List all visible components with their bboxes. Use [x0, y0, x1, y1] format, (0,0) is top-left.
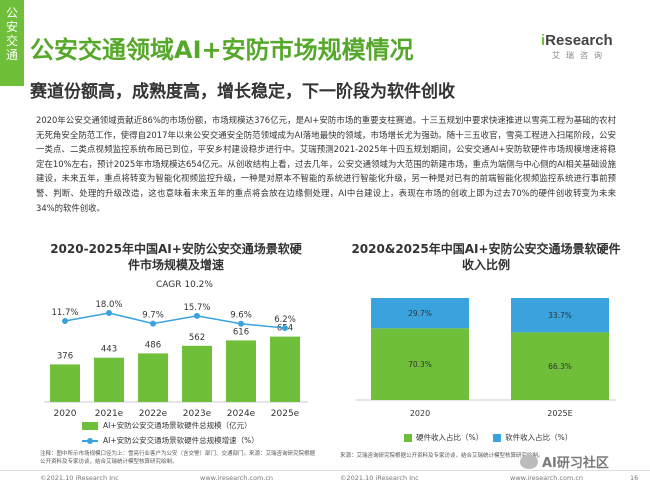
software-value-label: 33.7%	[548, 311, 572, 320]
legend-line-label: AI+安防公安交通场景软硬件总规模增速（%）	[103, 436, 259, 445]
footer-divider	[0, 470, 650, 471]
footer-copyright-left: ©2021.10 iResearch Inc	[40, 474, 119, 482]
logo-prefix: i	[541, 32, 546, 49]
growth-point-2022e	[150, 320, 156, 327]
software-value-label: 29.7%	[408, 309, 432, 318]
growth-point-2020	[62, 318, 68, 325]
x-tick-label: 2025E	[547, 409, 572, 418]
right-chart-title: 2020&2025年中国AI+安防公安交通场景软硬件收入比例	[351, 242, 621, 272]
x-tick-label: 2020	[410, 409, 430, 418]
growth-point-2023e	[194, 312, 200, 319]
right-chart-source: 来源：艾瑞咨询研究院根据公开资料及专家访谈，结合艾瑞统计模型核算研究绘制。	[340, 453, 544, 459]
page-subtitle: 赛道份额高，成熟度高，增长稳定，下一阶段为软件创收	[30, 82, 455, 102]
growth-value-label: 15.7%	[183, 303, 210, 313]
legend-hardware-label: 硬件收入占比（%）	[416, 433, 484, 442]
bar-2021e	[94, 357, 124, 402]
growth-point-2024e	[238, 320, 244, 327]
bar-2022e	[138, 353, 168, 402]
side-tab-char: 通	[5, 48, 18, 62]
wechat-icon	[520, 454, 538, 469]
footer-copyright-right: ©2021.10 iResearch Inc	[340, 474, 419, 482]
side-tab-char: 交	[5, 34, 18, 48]
revenue-ratio-chart: 70.3% 29.7% 2020 66.3% 33.7% 2025E	[356, 298, 616, 418]
watermark-text: AI研习社区	[542, 456, 609, 471]
side-category-tab: 公 安 交 通	[0, 0, 24, 86]
x-tick-label: 2022e	[139, 409, 168, 419]
legend-bar-swatch	[82, 421, 98, 430]
growth-point-2021e	[106, 309, 112, 316]
legend-line-swatch	[82, 437, 98, 445]
left-chart-title: 2020-2025年中国AI+安防公安交通场景软硬件市场规模及增速	[50, 242, 302, 272]
hardware-segment-2025E	[511, 332, 609, 400]
wechat-watermark: AI研习社区	[520, 452, 609, 471]
bar-2024e	[226, 340, 256, 402]
growth-line	[64, 312, 286, 329]
growth-value-label: 18.0%	[95, 300, 122, 310]
bar-value-label: 562	[189, 333, 205, 343]
x-tick-label: 2025e	[271, 409, 300, 419]
x-tick-label: 2021e	[95, 409, 124, 419]
software-segment-2020	[371, 298, 469, 329]
left-chart-legend: AI+安防公安交通场景软硬件总规模（亿元） AI+安防公安交通场景软硬件总规模增…	[82, 420, 259, 450]
bar-value-label: 616	[233, 327, 249, 337]
hardware-segment-2020	[371, 328, 469, 400]
growth-value-label: 6.2%	[274, 315, 296, 325]
bar-2025e	[270, 336, 300, 402]
legend-software-label: 软件收入占比（%）	[505, 433, 573, 442]
legend-hardware-swatch	[404, 433, 412, 442]
x-tick-label: 2024e	[227, 409, 256, 419]
cagr-annotation: CAGR 10.2%	[156, 280, 213, 290]
footer-site-left[interactable]: www.iresearch.com.cn	[200, 474, 274, 482]
logo-main: Research	[545, 32, 613, 49]
analysis-paragraph: 2020年公安交通领域贡献近86%的市场份额，市场规模达376亿元，是AI+安防…	[36, 115, 616, 213]
bar-value-label: 443	[101, 345, 117, 355]
hardware-value-label: 66.3%	[548, 362, 572, 371]
footer-site-right[interactable]: www.iresearch.com.cn	[510, 474, 584, 482]
left-chart-note: 注释：图中所示市场规模口径为上：雪亮行业客户为公安（含交警）部门、交通部门。来源…	[40, 451, 316, 465]
growth-value-label: 11.7%	[51, 308, 78, 318]
x-tick-label: 2023e	[183, 409, 212, 419]
growth-value-label: 9.6%	[230, 311, 252, 321]
growth-point-2025e	[282, 325, 288, 332]
side-tab-char: 公	[5, 6, 18, 20]
software-segment-2025E	[511, 298, 609, 333]
logo-subtitle: 艾瑞咨询	[552, 51, 608, 60]
hardware-value-label: 70.3%	[408, 360, 432, 369]
bar-value-label: 376	[57, 351, 73, 361]
side-tab-char: 安	[5, 20, 18, 34]
right-chart-legend: 硬件收入占比（%） 软件收入占比（%）	[404, 432, 582, 443]
page-number: 16	[630, 474, 639, 482]
legend-software-swatch	[493, 433, 502, 442]
bar-value-label: 486	[145, 340, 161, 350]
market-size-chart: 376 2020 443 2021e 486 2022e 562 2023e 616 2024e 6…	[44, 300, 308, 419]
growth-value-label: 9.7%	[142, 311, 164, 321]
bar-2023e	[182, 345, 212, 402]
legend-bar-label: AI+安防公安交通场景软硬件总规模（亿元）	[103, 421, 252, 430]
bar-2020	[50, 364, 80, 402]
iresearch-logo: iResearch 艾瑞咨询	[541, 32, 619, 61]
x-tick-label: 2020	[54, 409, 77, 419]
page-title: 公安交通领域AI+安防市场规模情况	[30, 36, 414, 64]
